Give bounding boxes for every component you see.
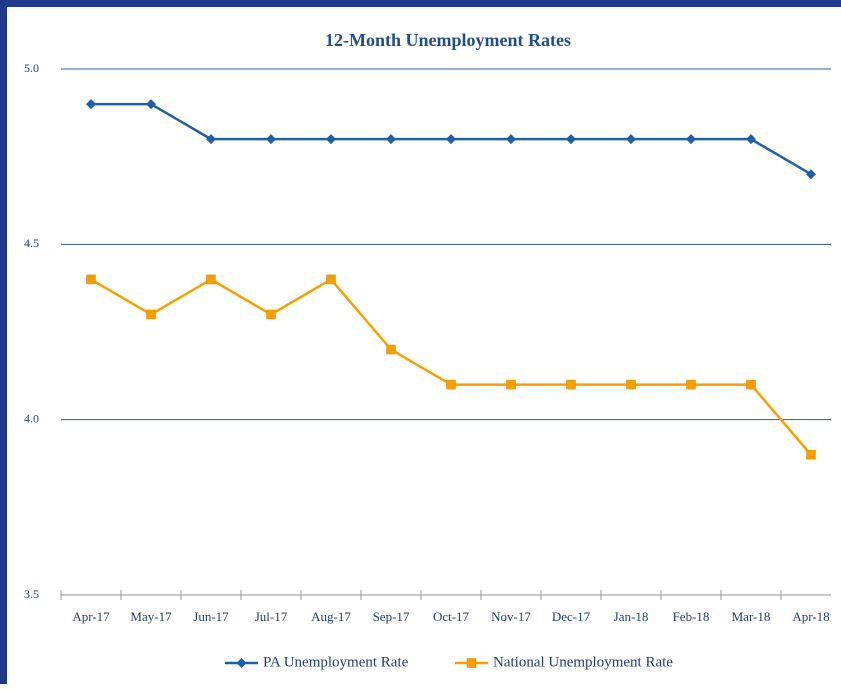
marker	[146, 99, 156, 110]
x-tick-label: Apr-17	[72, 609, 110, 624]
series-line	[90, 277, 812, 456]
marker	[446, 134, 456, 145]
marker	[146, 309, 156, 320]
marker	[86, 99, 96, 110]
marker	[566, 379, 576, 390]
marker	[386, 344, 396, 355]
legend-label: National Unemployment Rate	[493, 654, 673, 670]
x-tick-label: Jul-17	[255, 609, 288, 624]
x-tick-label: Aug-17	[311, 609, 351, 624]
marker	[506, 134, 516, 145]
x-tick-label: Nov-17	[491, 609, 531, 624]
marker	[746, 379, 756, 390]
y-tick-label: 4.0	[24, 411, 39, 425]
x-tick-label: May-17	[130, 609, 172, 624]
marker	[236, 658, 247, 668]
y-tick-label: 4.5	[24, 236, 39, 250]
marker	[746, 134, 756, 145]
marker	[206, 274, 216, 285]
x-tick-label: Oct-17	[433, 609, 470, 624]
marker	[626, 134, 636, 145]
y-tick-label: 3.5	[24, 587, 39, 601]
marker	[566, 134, 576, 145]
marker	[626, 379, 636, 390]
marker	[506, 379, 516, 390]
marker	[806, 449, 816, 460]
marker	[206, 134, 216, 145]
chart-title: 12-Month Unemployment Rates	[325, 30, 571, 50]
marker	[686, 379, 696, 390]
marker	[466, 658, 477, 668]
marker	[446, 379, 456, 390]
x-tick-label: Apr-18	[792, 609, 829, 624]
y-tick-label: 5.0	[24, 61, 39, 75]
x-tick-label: Jan-18	[614, 609, 649, 624]
marker	[386, 134, 396, 145]
legend-label: PA Unemployment Rate	[263, 654, 409, 670]
x-tick-label: Mar-18	[732, 609, 771, 624]
marker	[326, 274, 336, 285]
marker	[86, 274, 96, 285]
x-tick-label: Sep-17	[373, 609, 410, 624]
marker	[266, 134, 276, 145]
marker	[686, 134, 696, 145]
x-tick-label: Jun-17	[193, 609, 229, 624]
marker	[326, 134, 336, 145]
marker	[806, 169, 816, 180]
x-tick-label: Dec-17	[552, 609, 591, 624]
x-tick-label: Feb-18	[673, 609, 710, 624]
marker	[266, 309, 276, 320]
frame-left	[0, 0, 7, 684]
frame-top	[0, 0, 841, 7]
